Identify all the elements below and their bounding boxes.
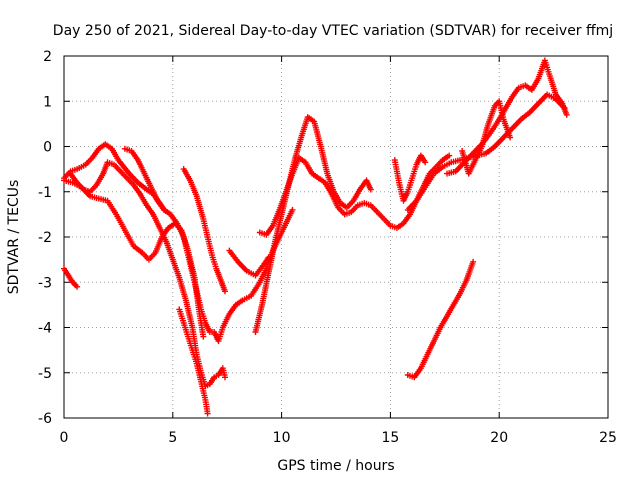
y-tick-label: 2 — [43, 49, 52, 65]
marker-trail — [61, 265, 81, 290]
marker-trail — [252, 114, 374, 335]
x-tick-label: 15 — [381, 430, 399, 446]
marker-trail — [256, 152, 453, 238]
series-arc-5 — [176, 306, 211, 417]
series-arc-1 — [61, 265, 81, 290]
series-arc-7 — [180, 166, 228, 295]
series-arc-15 — [404, 258, 477, 381]
y-tick-label: -1 — [38, 185, 52, 201]
y-tick-label: -2 — [38, 230, 52, 246]
series-layer — [61, 57, 570, 417]
y-tick-label: 1 — [43, 94, 52, 110]
y-tick-label: -5 — [38, 366, 52, 382]
series-arc-10 — [256, 152, 453, 238]
series-arc-9 — [252, 114, 374, 335]
tick-layer: 0 5 10 15 20 25 -6 -5 -4 -3 -2 -1 0 1 2 — [38, 49, 617, 446]
x-tick-label: 0 — [60, 430, 69, 446]
marker-trail — [180, 166, 228, 295]
series-arc-11 — [391, 152, 429, 204]
marker-trail — [176, 306, 211, 417]
y-axis-label: SDTVAR / TECUs — [6, 180, 22, 295]
marker-trail — [459, 98, 514, 177]
x-tick-label: 10 — [273, 430, 291, 446]
marker-trail — [67, 159, 228, 390]
series-arc-14 — [459, 98, 514, 177]
y-tick-label: -3 — [38, 275, 52, 291]
marker-trail — [226, 247, 272, 279]
marker-trail — [391, 152, 429, 204]
x-tick-label: 20 — [490, 430, 508, 446]
y-tick-label: 0 — [43, 140, 52, 156]
series-arc-6 — [121, 145, 296, 345]
series-arc-4 — [67, 159, 228, 390]
marker-trail — [404, 258, 477, 381]
x-tick-label: 5 — [168, 430, 177, 446]
marker-trail — [121, 145, 296, 345]
series-arc-8 — [226, 247, 272, 279]
y-tick-label: -6 — [38, 411, 52, 427]
y-tick-label: -4 — [38, 321, 52, 337]
chart-title: Day 250 of 2021, Sidereal Day-to-day VTE… — [53, 23, 613, 39]
x-axis-label: GPS time / hours — [277, 458, 394, 474]
x-tick-label: 25 — [599, 430, 617, 446]
